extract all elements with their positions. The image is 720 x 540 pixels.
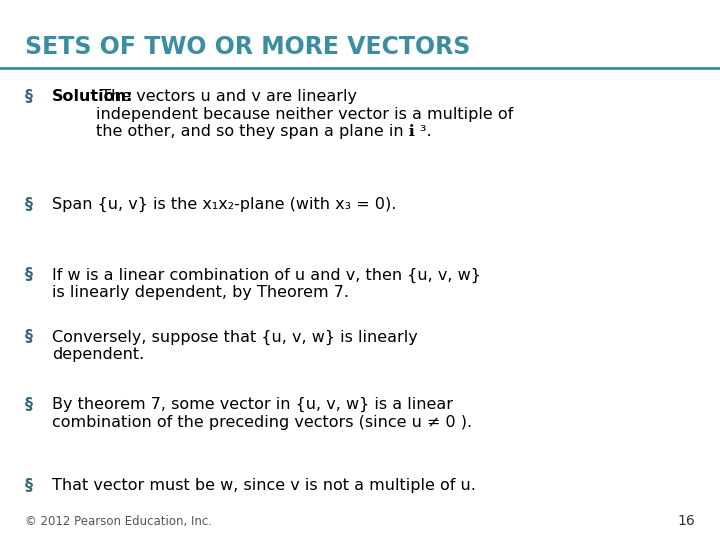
Text: Span {u, v} is the x₁x₂-plane (with x₃ = 0).: Span {u, v} is the x₁x₂-plane (with x₃ =… — [52, 197, 396, 212]
Text: If w is a linear combination of u and v, then {u, v, w}
is linearly dependent, b: If w is a linear combination of u and v,… — [52, 267, 481, 300]
Text: §: § — [25, 478, 33, 493]
Text: © 2012 Pearson Education, Inc.: © 2012 Pearson Education, Inc. — [25, 515, 212, 528]
Text: §: § — [25, 197, 33, 212]
Text: §: § — [25, 89, 33, 104]
Text: Conversely, suppose that {u, v, w} is linearly
dependent.: Conversely, suppose that {u, v, w} is li… — [52, 329, 418, 362]
Text: §: § — [25, 397, 33, 412]
Text: By theorem 7, some vector in {u, v, w} is a linear
combination of the preceding : By theorem 7, some vector in {u, v, w} i… — [52, 397, 472, 429]
Text: §: § — [25, 329, 33, 345]
Text: Solution:: Solution: — [52, 89, 133, 104]
Text: The vectors u and v are linearly
independent because neither vector is a multipl: The vectors u and v are linearly indepen… — [96, 89, 513, 139]
Text: SETS OF TWO OR MORE VECTORS: SETS OF TWO OR MORE VECTORS — [25, 35, 471, 59]
Text: That vector must be w, since v is not a multiple of u.: That vector must be w, since v is not a … — [52, 478, 476, 493]
Text: §: § — [25, 267, 33, 282]
Text: 16: 16 — [677, 514, 695, 528]
